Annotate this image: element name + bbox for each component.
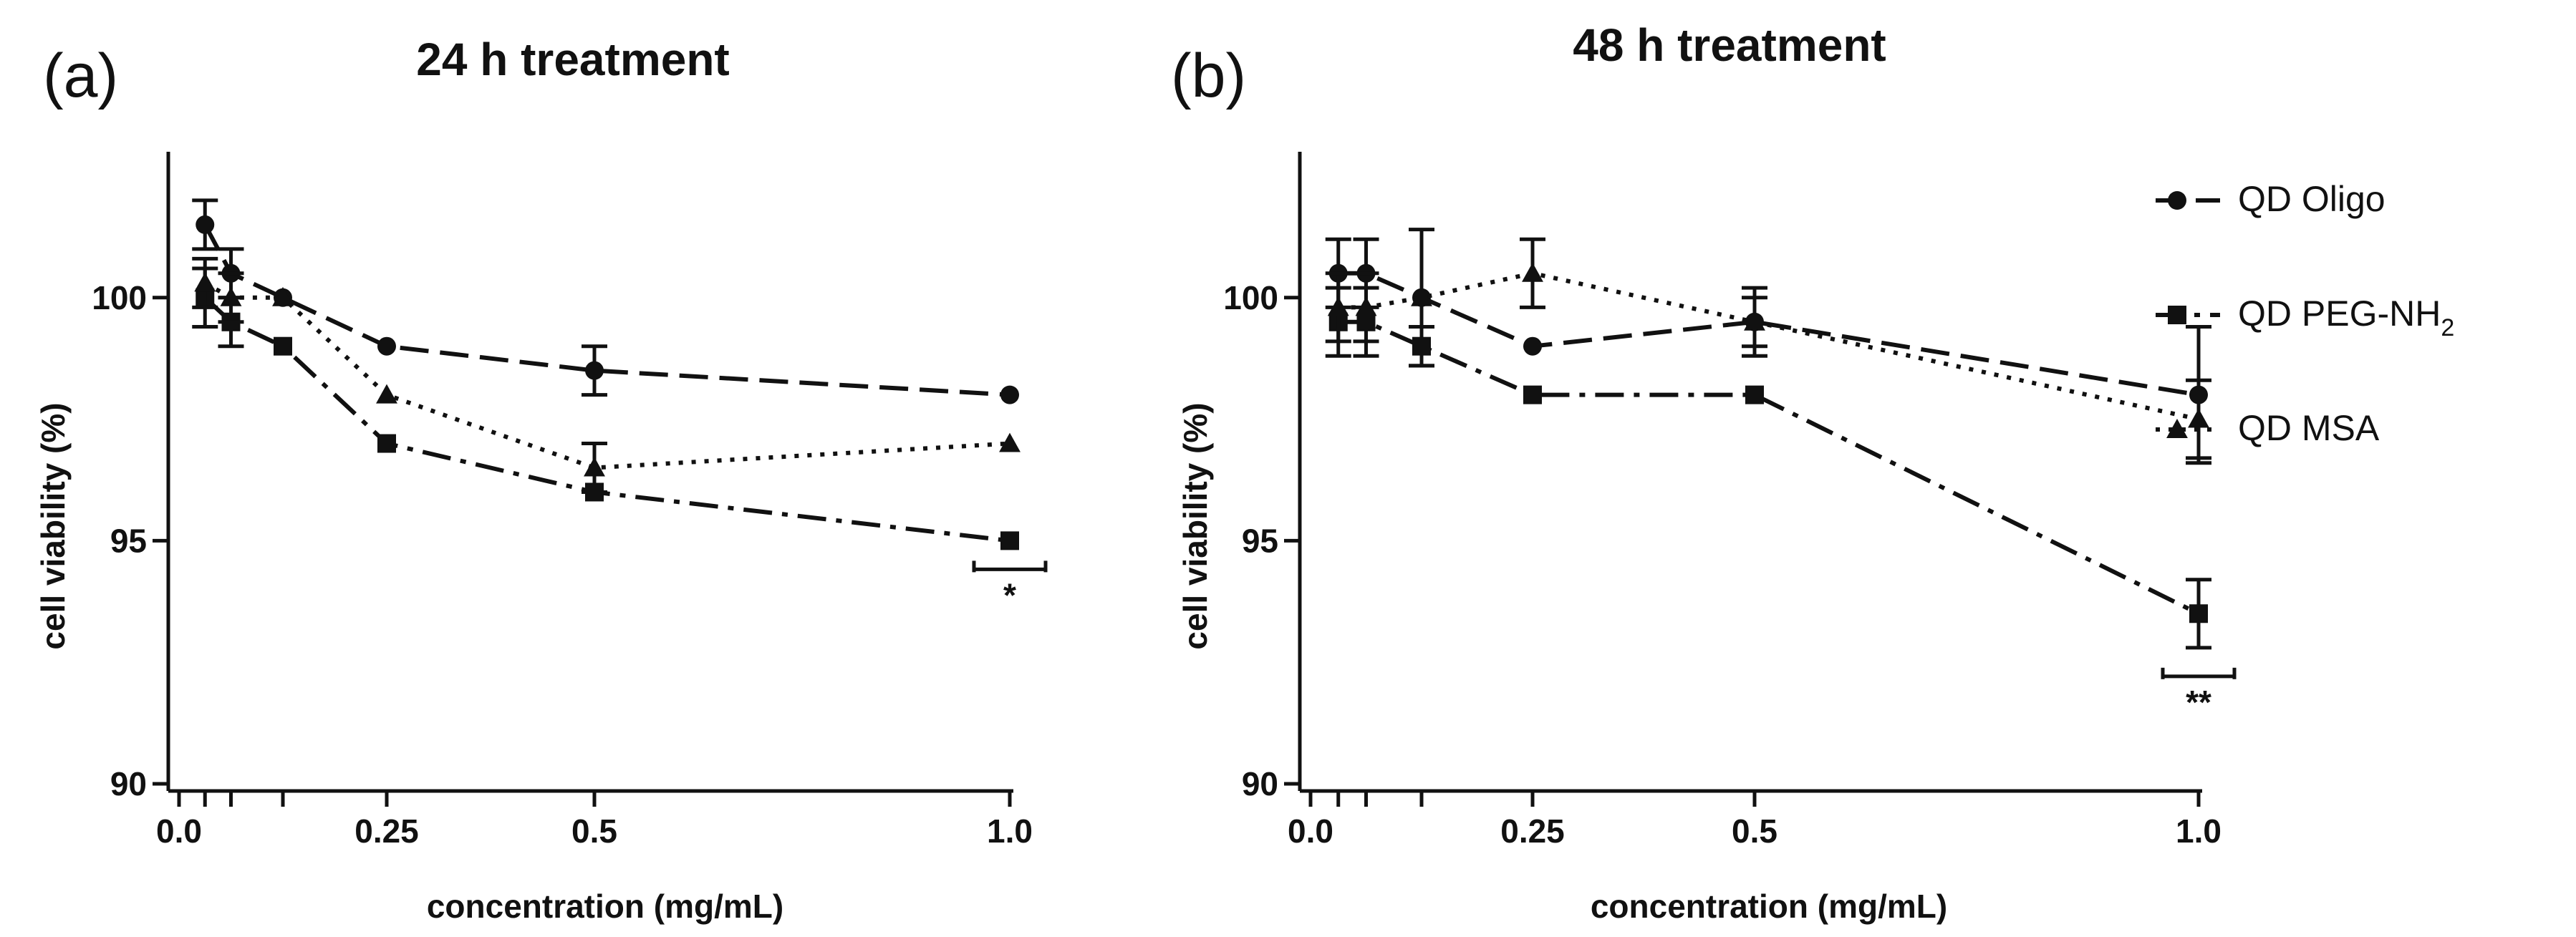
- panel-b-xlabel: concentration (mg/mL): [1591, 888, 1947, 925]
- panel-b-qd-peg-nh2-point-3: [1523, 385, 1542, 404]
- panel-a-x-tick-label-2: 0.5: [571, 812, 617, 850]
- legend-label-qd-peg-sub: 2: [2441, 314, 2454, 341]
- legend: QD Oligo QD PEG-NH2 QD MSA: [2156, 179, 2454, 448]
- panel-a-plot: 90 95 100 0.0 0.25 0.5 1.0 *: [92, 152, 1048, 850]
- panel-a-qd-msa-point-2: [272, 286, 294, 306]
- panel-a-qd-msa-point-3: [376, 384, 397, 404]
- panel-b-x-tick-label-0: 0.0: [1288, 812, 1333, 850]
- panel-a-x-tick-label-0: 0.0: [156, 812, 202, 850]
- panel-b-qd-peg-nh2-line: [1338, 319, 2200, 616]
- panel-a-label: (a): [43, 42, 118, 110]
- panel-a-significance-0: *: [972, 560, 1048, 613]
- panel-b-qd-msa-point-2: [1411, 286, 1432, 306]
- panel-a-series-qd-peg-nh2: [192, 266, 1019, 550]
- panel-b-label: (b): [1171, 42, 1246, 110]
- panel-a-ylabel: cell viability (%): [34, 402, 72, 649]
- panel-a-qd-peg-nh2-line: [203, 296, 1010, 543]
- panel-b-qd-msa-point-3: [1522, 262, 1543, 282]
- panel-b-x-tick-label-2: 0.5: [1732, 812, 1777, 850]
- panel-b-significance-0: **: [2161, 667, 2237, 721]
- legend-item-qd-peg-nh2: QD PEG-NH2: [2156, 293, 2454, 341]
- panel-b-qd-msa-point-4: [1744, 311, 1765, 331]
- panel-b-qd-peg-nh2-point-4: [1745, 385, 1764, 404]
- panel-a-qd-peg-nh2-point-2: [274, 336, 292, 356]
- panel-b-y-tick-label-100: 100: [1223, 279, 1278, 316]
- legend-label-qd-oligo: QD Oligo: [2238, 179, 2386, 219]
- panel-b-series-qd-peg-nh2: [1325, 286, 2211, 650]
- panel-a-x-tick-label-1: 0.25: [354, 812, 419, 850]
- panel-a-qd-msa-point-1: [220, 286, 242, 306]
- panel-b-x-tick-label-3: 1.0: [2176, 812, 2222, 850]
- panel-b-qd-msa-point-1: [1355, 296, 1377, 316]
- panel-a-qd-oligo-point-5: [1000, 385, 1019, 404]
- panel-b-qd-msa-line: [1338, 271, 2199, 422]
- panel-a-y-tick-label-100: 100: [92, 279, 147, 316]
- legend-item-qd-oligo: QD Oligo: [2156, 179, 2386, 219]
- panel-a-title: 24 h treatment: [416, 34, 729, 85]
- panel-b-qd-oligo-line: [1338, 271, 2199, 397]
- panel-a-qd-oligo-point-3: [377, 336, 396, 356]
- legend-marker-0: [2168, 191, 2186, 210]
- panel-b-series-qd-msa: [1325, 228, 2211, 460]
- panel-b-series-qd-oligo: [1325, 237, 2211, 465]
- panel-b-ylabel: cell viability (%): [1177, 402, 1214, 649]
- legend-label-qd-msa: QD MSA: [2238, 408, 2380, 448]
- panel-b-qd-oligo-point-3: [1523, 336, 1542, 356]
- panel-b-y-tick-label-90: 90: [1242, 765, 1278, 802]
- legend-marker-1: [2168, 306, 2186, 324]
- legend-item-qd-msa: QD MSA: [2156, 408, 2380, 448]
- panel-a-y-tick-label-95: 95: [110, 522, 147, 559]
- panel-b-plot: 90 95 100 0.0 0.25 0.5 1.0 **: [1223, 152, 2237, 850]
- panel-b-title: 48 h treatment: [1573, 19, 1886, 71]
- panel-b-qd-msa-point-0: [1327, 296, 1349, 316]
- panel-a-qd-oligo-point-0: [196, 215, 215, 234]
- panel-a-xlabel: concentration (mg/mL): [427, 888, 783, 925]
- legend-label-qd-peg-nh2: QD PEG-NH2: [2238, 293, 2454, 341]
- panel-a-series-qd-oligo: [192, 198, 1019, 404]
- legend-marker-2: [2166, 419, 2188, 438]
- panel-a-qd-msa-line: [203, 281, 1010, 470]
- panel-a-x-tick-label-3: 1.0: [987, 812, 1033, 850]
- panel-a-significance-label-0: *: [1003, 576, 1016, 613]
- panel-a-qd-msa-point-0: [194, 272, 216, 292]
- panel-a-qd-msa-point-5: [999, 432, 1021, 452]
- panel-b-qd-msa-point-5: [2188, 408, 2209, 428]
- panel-b-y-tick-label-95: 95: [1242, 522, 1278, 559]
- legend-label-qd-peg-main: QD PEG-NH: [2238, 293, 2441, 334]
- panel-a-qd-oligo-point-4: [585, 361, 604, 380]
- panel-a-qd-oligo-line: [203, 223, 1010, 397]
- panel-a-qd-msa-point-4: [584, 457, 605, 477]
- panel-b-qd-peg-nh2-point-5: [2189, 604, 2208, 623]
- panel-a-y-tick-label-90: 90: [110, 765, 147, 802]
- panel-b-x-tick-label-1: 0.25: [1500, 812, 1565, 850]
- panel-a-series-qd-msa: [192, 256, 1021, 494]
- panel-a-qd-peg-nh2-point-5: [1000, 531, 1019, 550]
- panel-b-significance-label-0: **: [2186, 684, 2211, 721]
- panel-a-qd-peg-nh2-point-3: [377, 434, 396, 453]
